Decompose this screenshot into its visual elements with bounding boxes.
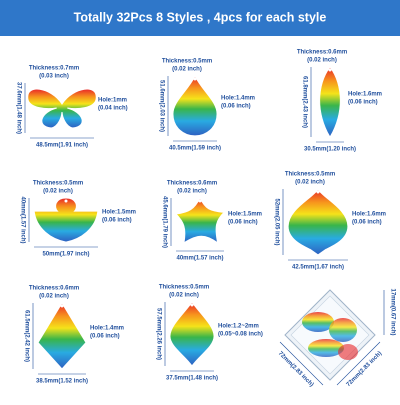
hole-inch-label: (0.06 inch) [228, 220, 258, 226]
width-label: 37.5mm(1.48 inch) [166, 376, 218, 382]
hole-label: Hole:1.5mm [102, 210, 136, 216]
thickness-label: Thickness:0.5mm [162, 59, 212, 65]
hole-inch-label: (0.06 inch) [221, 104, 251, 110]
hole-label: Hole:1.6mm [352, 212, 386, 218]
pendant-hole [60, 84, 64, 88]
hole-label: Hole:1.5mm [228, 212, 262, 218]
thickness-label: Thickness:0.6mm [167, 181, 217, 187]
thickness-inch-label: (0.02 inch) [169, 293, 199, 299]
hole-inch-label: (0.06 inch) [90, 334, 120, 340]
width-label: 40mm(1.57 inch) [176, 256, 223, 262]
width-label: 48.5mm(1.91 inch) [36, 143, 88, 149]
width-label: 50mm(1.97 inch) [42, 252, 89, 258]
hole-inch-label: (0.06 inch) [348, 100, 378, 106]
pendant-shape [27, 88, 97, 129]
hole-label: Hole:1.4mm [221, 96, 255, 102]
hole-inch-label: (0.06 inch) [352, 220, 382, 226]
height-label: 61.8mm(2.43 inch) [301, 76, 307, 128]
pendant-shape [33, 197, 99, 243]
pendant-hole [60, 304, 64, 308]
pendant-shape [319, 66, 341, 138]
thickness-inch-label: (0.02 inch) [307, 58, 337, 64]
thickness-inch-label: (0.02 inch) [177, 189, 207, 195]
thickness-label: Thickness:0.5mm [285, 172, 335, 178]
pendant-hole [64, 199, 68, 203]
header-banner [0, 0, 400, 36]
thickness-label: Thickness:0.7mm [29, 66, 79, 72]
width-label: 42.5mm(1.67 inch) [292, 265, 344, 271]
pendant-hole [316, 190, 320, 194]
height-label: 61.5mm(2.42 inch) [23, 310, 29, 362]
width-label: 38.5mm(1.52 inch) [36, 379, 88, 385]
thickness-inch-label: (0.02 inch) [43, 189, 73, 195]
hole-label: Hole:1.4mm [90, 326, 124, 332]
thickness-label: Thickness:0.5mm [33, 181, 83, 187]
pendant-hole [193, 77, 197, 81]
thickness-inch-label: (0.02 inch) [295, 180, 325, 186]
height-label: 40mm(1.57 inch) [19, 196, 25, 243]
thickness-label: Thickness:0.5mm [159, 285, 209, 291]
height-label: 52mm(2.05 inch) [273, 198, 279, 245]
hole-inch-label: (0.04 inch) [98, 106, 128, 112]
pendant-shape [169, 301, 215, 367]
thickness-inch-label: (0.03 inch) [39, 74, 69, 80]
hole-label: Hole:1.2~2mm [218, 324, 259, 330]
thickness-inch-label: (0.02 inch) [39, 294, 69, 300]
pendant-shape [287, 187, 349, 256]
hole-label: Hole:1mm [98, 98, 127, 104]
pendant-hole [190, 303, 194, 307]
thickness-label: Thickness:0.6mm [29, 286, 79, 292]
pendant-shape [174, 196, 226, 244]
hole-inch-label: (0.05~0.08 inch) [218, 332, 263, 338]
height-label: 57.5mm(2.26 inch) [155, 308, 161, 360]
width-label: 30.5mm(1.20 inch) [304, 147, 356, 153]
height-label: 51.6mm(2.03 inch) [158, 80, 164, 132]
header-title: Totally 32Pcs 8 Styles , 4pcs for each s… [74, 10, 327, 24]
storage-box [279, 289, 385, 386]
pendant-hole [328, 68, 332, 72]
box-depth: 17mm(0.67 inch) [389, 288, 395, 335]
pendant-shape [37, 301, 87, 370]
pendant-hole [198, 199, 202, 203]
height-label: 37.6mm(1.48 inch) [15, 82, 21, 134]
thickness-label: Thickness:0.6mm [297, 50, 347, 56]
thickness-inch-label: (0.02 inch) [172, 67, 202, 73]
hole-label: Hole:1.6mm [348, 92, 382, 98]
hole-inch-label: (0.06 inch) [102, 218, 132, 224]
pendant-shape [172, 74, 218, 137]
height-label: 45.6mm(1.79 inch) [161, 196, 167, 248]
width-label: 40.5mm(1.59 inch) [169, 146, 221, 152]
